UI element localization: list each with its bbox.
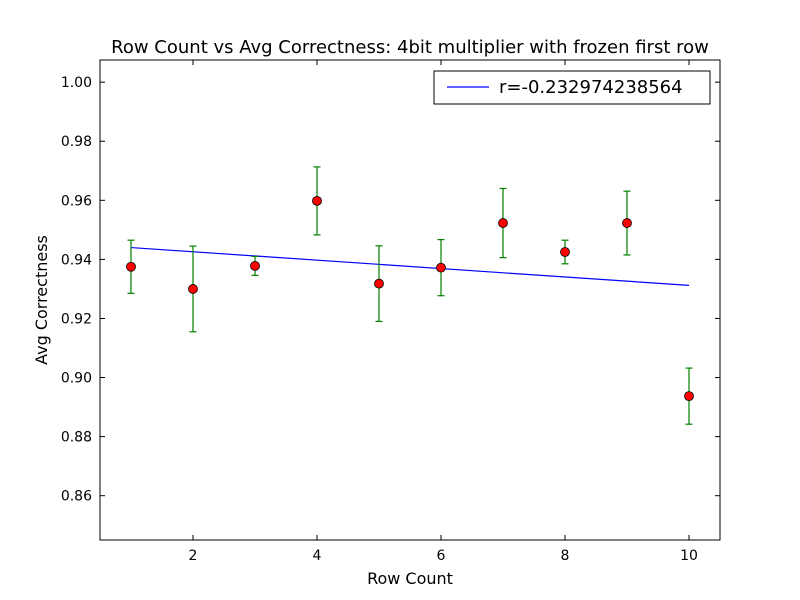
y-tick-label: 0.96 [61,193,92,209]
x-tick-label: 8 [561,548,570,564]
legend: r=-0.232974238564 [433,70,711,105]
y-tick-label: 0.98 [61,134,92,150]
x-axis-label: Row Count [367,569,453,588]
plot-area: 2 4 6 8 10 0.86 0.88 0.90 0.92 0.94 0.96 0.98 1.00 r=… [61,59,721,564]
legend-label: r=-0.232974238564 [499,77,683,98]
axes-frame [99,59,721,541]
chart-title: Row Count vs Avg Correctness: 4bit multi… [111,37,709,58]
y-axis-label: Avg Correctness [32,235,51,365]
data-point [498,218,508,228]
fit-line [130,246,690,286]
data-point [374,278,384,289]
data-point [560,247,570,257]
y-tick-label: 0.88 [61,430,92,446]
data-point [250,260,260,271]
y-tick-label: 0.90 [61,371,92,387]
data-point [436,262,446,273]
data-point [312,195,322,206]
x-tick-label: 6 [437,548,446,564]
data-point [684,391,694,402]
y-tick-label: 1.00 [61,75,92,91]
y-tick-label: 0.86 [61,489,92,505]
x-tick-label: 2 [189,548,198,564]
y-tick-label: 0.94 [61,252,92,268]
x-tick-label: 10 [680,548,698,564]
data-point [126,261,136,272]
y-tick-label: 0.92 [61,311,92,327]
x-tick-label: 4 [313,548,322,564]
data-point [188,284,198,294]
data-point [622,218,632,228]
